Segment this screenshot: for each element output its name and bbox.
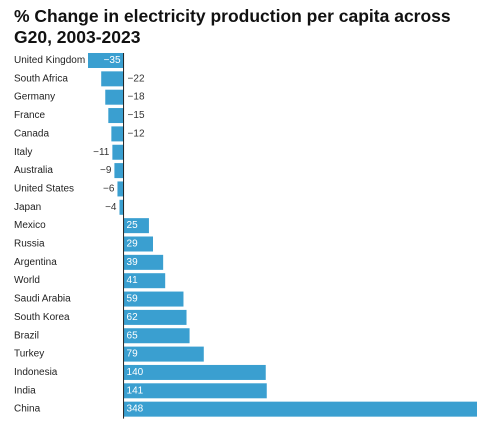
category-label-japan: Japan bbox=[14, 202, 41, 213]
bar-japan bbox=[119, 199, 124, 215]
bar-mexico bbox=[123, 218, 149, 234]
category-label-germany: Germany bbox=[14, 92, 55, 103]
bar-germany bbox=[105, 89, 124, 105]
bar-australia bbox=[114, 163, 124, 179]
value-label-saudi-arabia: 59 bbox=[127, 294, 139, 305]
category-label-india: India bbox=[14, 385, 36, 396]
category-label-australia: Australia bbox=[14, 165, 53, 176]
value-label-italy: −11 bbox=[93, 147, 110, 158]
bar-russia bbox=[123, 236, 154, 252]
value-label-india: 141 bbox=[127, 385, 144, 396]
value-label-australia: −9 bbox=[100, 165, 112, 176]
bar-saudi-arabia bbox=[123, 291, 184, 307]
value-label-south-africa: −22 bbox=[128, 73, 145, 84]
category-label-turkey: Turkey bbox=[14, 349, 44, 360]
category-label-south-africa: South Africa bbox=[14, 73, 68, 84]
bar-argentina bbox=[123, 254, 164, 270]
bar-united-kingdom bbox=[88, 53, 124, 68]
value-label-brazil: 65 bbox=[127, 330, 139, 341]
bars-group: United Kingdom −35 South Africa −22 Germany −… bbox=[14, 53, 477, 417]
bar-france bbox=[108, 108, 124, 124]
bar-turkey bbox=[123, 346, 204, 362]
category-label-russia: Russia bbox=[14, 239, 45, 250]
category-label-mexico: Mexico bbox=[14, 220, 46, 231]
bar-indonesia bbox=[123, 364, 266, 380]
value-label-argentina: 39 bbox=[127, 257, 139, 268]
category-label-france: France bbox=[14, 110, 46, 121]
bar-world bbox=[123, 273, 166, 289]
value-label-germany: −18 bbox=[128, 92, 145, 103]
category-label-canada: Canada bbox=[14, 128, 49, 139]
value-label-united-states: −6 bbox=[103, 183, 115, 194]
value-label-world: 41 bbox=[127, 275, 139, 286]
category-label-brazil: Brazil bbox=[14, 330, 39, 341]
value-label-france: −15 bbox=[128, 110, 145, 121]
category-label-world: World bbox=[14, 275, 40, 286]
bar-china bbox=[123, 401, 477, 417]
bar-india bbox=[123, 383, 267, 399]
category-label-united-states: United States bbox=[14, 183, 74, 194]
value-label-south-korea: 62 bbox=[127, 312, 139, 323]
bar-italy bbox=[112, 144, 124, 160]
value-label-indonesia: 140 bbox=[127, 367, 144, 378]
chart-title: % Change in electricity production per c… bbox=[14, 6, 451, 47]
value-label-turkey: 79 bbox=[127, 349, 139, 360]
bar-united-states bbox=[117, 181, 124, 197]
bar-brazil bbox=[123, 328, 190, 344]
bar-south-korea bbox=[123, 309, 187, 325]
category-label-south-korea: South Korea bbox=[14, 312, 70, 323]
category-label-china: China bbox=[14, 404, 41, 415]
value-label-united-kingdom: −35 bbox=[104, 55, 121, 66]
value-label-canada: −12 bbox=[128, 128, 145, 139]
value-label-japan: −4 bbox=[105, 202, 117, 213]
value-label-mexico: 25 bbox=[127, 220, 139, 231]
category-label-united-kingdom: United Kingdom bbox=[14, 55, 85, 66]
bar-canada bbox=[111, 126, 124, 142]
bar-south-africa bbox=[101, 71, 124, 87]
category-label-argentina: Argentina bbox=[14, 257, 57, 268]
value-label-china: 348 bbox=[127, 404, 144, 415]
category-label-indonesia: Indonesia bbox=[14, 367, 58, 378]
category-label-saudi-arabia: Saudi Arabia bbox=[14, 294, 71, 305]
category-label-italy: Italy bbox=[14, 147, 32, 158]
value-label-russia: 29 bbox=[127, 239, 139, 250]
